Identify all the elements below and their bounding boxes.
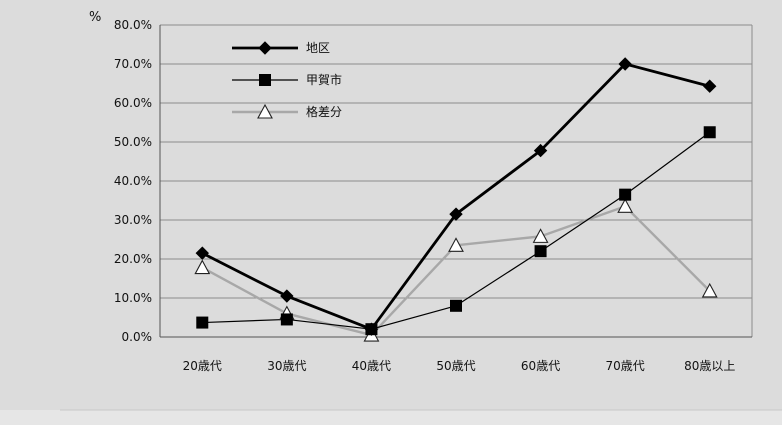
diamond-legend-marker: [258, 41, 272, 55]
triangle-point: [194, 259, 211, 275]
y-tick-label: 50.0%: [114, 135, 152, 149]
bottom-band: [0, 410, 782, 425]
diamond-point: [195, 246, 209, 260]
x-tick-label: 80歳以上: [684, 359, 735, 373]
legend-label: 格差分: [306, 104, 342, 119]
legend-label: 甲賀市: [306, 72, 342, 87]
legend-item: 甲賀市: [232, 72, 342, 87]
y-tick-label: 70.0%: [114, 57, 152, 71]
y-tick-label: 0.0%: [122, 330, 153, 344]
diamond-point: [280, 289, 294, 303]
square-legend-marker: [259, 74, 271, 86]
x-tick-label: 50歳代: [436, 359, 475, 373]
x-tick-label: 30歳代: [267, 359, 306, 373]
diamond-point: [703, 79, 717, 93]
square-point: [280, 313, 293, 326]
y-tick-label: 60.0%: [114, 96, 152, 110]
y-tick-labels: 0.0% 10.0% 20.0% 30.0% 40.0% 50.0% 60.0% 70.0% 8…: [114, 18, 152, 344]
square-point: [703, 126, 716, 139]
triangle-point: [701, 282, 718, 298]
y-tick-label: 10.0%: [114, 291, 152, 305]
y-tick-label: 40.0%: [114, 174, 152, 188]
triangle-legend-marker: [257, 103, 273, 119]
square-point: [534, 245, 547, 258]
legend-label: 地区: [306, 41, 330, 55]
y-tick-label: 30.0%: [114, 213, 152, 227]
x-tick-label: 40歳代: [352, 359, 391, 373]
diamond-point: [618, 57, 632, 71]
diamond-point: [364, 322, 379, 336]
legend-item: 格差分: [232, 103, 342, 119]
x-tick-label: 20歳代: [183, 359, 222, 373]
y-unit-label: %: [89, 10, 101, 25]
diamond-point: [533, 143, 548, 158]
square-point: [619, 188, 632, 201]
x-tick-labels: 20歳代 30歳代 40歳代 50歳代 60歳代 70歳代 80歳以上: [183, 359, 736, 373]
triangle-point: [617, 198, 634, 213]
triangle-point: [448, 237, 464, 252]
x-tick-label: 70歳代: [606, 359, 645, 373]
series-markers: [194, 57, 718, 342]
diamond-point: [449, 207, 463, 221]
square-point: [450, 299, 462, 312]
y-tick-label: 20.0%: [114, 252, 152, 266]
x-tick-label: 60歳代: [521, 359, 560, 373]
triangle-point: [532, 228, 549, 243]
square-point: [196, 316, 209, 329]
legend-item: 地区: [232, 41, 330, 55]
y-tick-label: 80.0%: [114, 18, 152, 32]
